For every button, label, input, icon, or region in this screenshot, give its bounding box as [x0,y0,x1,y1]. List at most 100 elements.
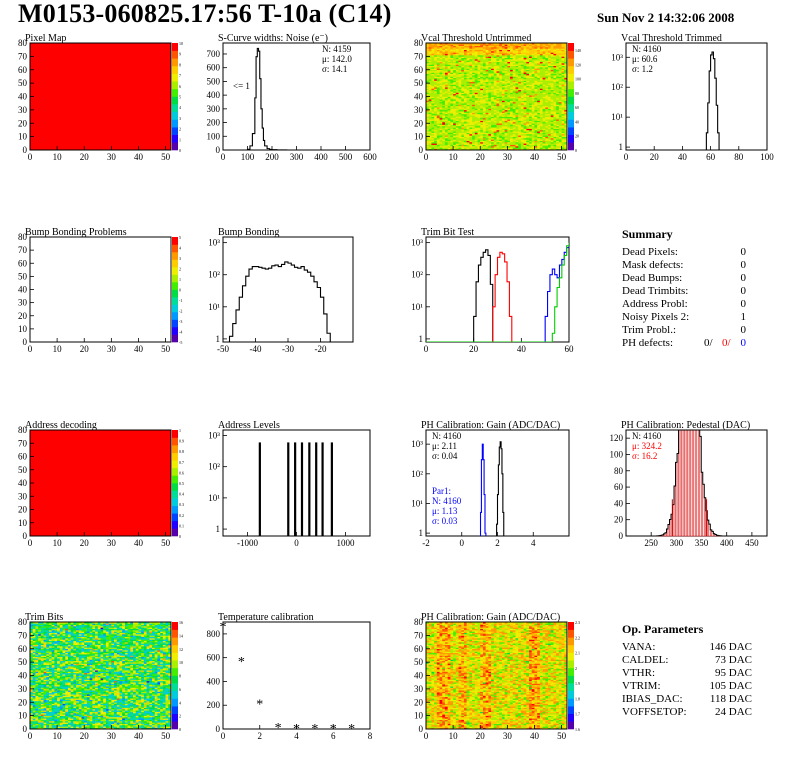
heatmap-cell [491,100,495,103]
heatmap-cell [431,83,435,85]
heatmap-cell [496,129,500,132]
heatmap-cell [550,67,554,69]
heatmap-cell [507,107,511,109]
heatmap-cell [523,116,527,119]
heatmap-cell [493,67,497,69]
heatmap-cell [504,119,508,121]
heatmap-cell [35,630,39,632]
heatmap-cell [444,104,448,107]
heatmap-cell [40,716,44,719]
heatmap-cell [561,57,565,60]
heatmap-cell [477,101,481,104]
heatmap-cell [526,139,530,141]
heatmap-cell [469,43,473,45]
heatmap-cell [558,56,562,59]
heatmap-cell [491,139,495,141]
heatmap-cell [550,96,554,99]
heatmap-cell [550,92,554,95]
heatmap-cell [32,659,36,662]
heatmap-cell [450,65,454,68]
heatmap-cell [537,59,541,61]
heatmap-cell [504,109,508,112]
heatmap-cell [526,59,530,61]
x-tick-label: 450 [745,538,759,548]
heatmap-cell [523,71,527,73]
heatmap-cell [466,71,470,73]
heatmap-cell [512,63,516,65]
heatmap-cell [531,63,535,65]
heatmap-cell [518,116,522,119]
heatmap-cell [38,682,42,684]
heatmap-cell [453,64,457,67]
heatmap-cell [531,137,535,140]
heatmap-cell [558,105,562,108]
heatmap-cell [450,45,454,48]
heatmap-cell [564,120,567,123]
heatmap-cell [537,141,541,144]
heatmap-cell [488,89,492,92]
heatmap-cell [512,133,516,136]
heatmap-cell [439,101,443,104]
heatmap-cell [444,91,448,93]
heatmap-cell [515,67,519,69]
heatmap-cell [480,139,484,141]
heatmap-cell [518,45,522,48]
heatmap-cell [518,67,522,69]
heatmap-cell [531,85,535,88]
heatmap-cell [461,47,465,49]
heatmap-cell [561,72,565,75]
heatmap-cell [450,61,454,64]
heatmap-cell [434,76,438,79]
heatmap-cell [428,49,432,52]
heatmap-cell [548,147,552,149]
heatmap-cell [482,45,486,48]
heatmap-cell [561,112,565,115]
heatmap-cell [455,85,459,88]
heatmap-cell [539,61,543,64]
heatmap-cell [564,121,567,124]
heatmap-cell [488,71,492,73]
heatmap-cell [558,120,562,123]
heatmap-cell [38,658,42,660]
heatmap-cell [474,84,478,87]
heatmap-cell [564,139,567,141]
heatmap-cell [474,128,478,131]
heatmap-cell [463,120,467,123]
heatmap-cell [507,65,511,68]
color-scale-step [568,50,574,59]
heatmap-cell [512,56,516,59]
heatmap-cell [474,140,478,143]
heatmap-cell [463,103,467,105]
heatmap-cell [499,129,503,132]
heatmap-cell [30,659,34,662]
heatmap-cell [529,132,533,135]
heatmap-cell [550,63,554,65]
heatmap-cell [472,105,476,108]
heatmap-cell [436,47,440,49]
heatmap-cell [515,92,519,95]
heatmap-cell [485,137,489,140]
heatmap-cell [453,101,457,104]
heatmap-cell [523,132,527,135]
heatmap-cell [444,55,448,57]
y-tick-label: 200 [207,118,221,128]
heatmap-cell [523,72,527,75]
heatmap-cell [561,125,565,128]
color-scale-label: 1 [179,428,181,433]
color-scale-step [172,289,178,298]
heatmap-cell [30,624,34,627]
heatmap-cell [444,75,448,77]
heatmap-cell [472,65,476,68]
heatmap-cell [523,92,527,95]
heatmap-cell [450,91,454,93]
heatmap-cell [35,664,39,667]
heatmap-cell [510,132,514,135]
heatmap-cell [548,121,552,124]
heatmap-cell [558,80,562,83]
heatmap-cell [545,123,549,125]
heatmap-cell [450,100,454,103]
heatmap-cell [35,686,39,688]
heatmap-cell [558,132,562,135]
heatmap-cell [472,143,476,145]
heatmap-cell [480,47,484,49]
